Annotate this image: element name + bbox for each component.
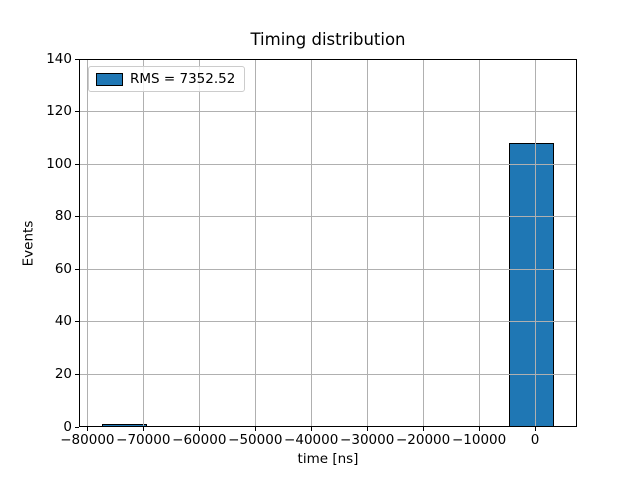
- gridline-horizontal: [79, 426, 577, 427]
- histogram-bar: [509, 143, 555, 427]
- gridline-horizontal: [79, 321, 577, 323]
- y-tick-mark: [75, 426, 79, 428]
- x-tick-label: −40000: [284, 432, 339, 448]
- gridline-horizontal: [79, 216, 577, 218]
- y-tick-label: 60: [54, 260, 72, 277]
- gridline-vertical: [478, 59, 480, 427]
- x-tick-mark: [142, 427, 144, 431]
- x-tick-mark: [86, 427, 88, 431]
- gridline-horizontal: [79, 111, 577, 113]
- y-tick-label: 120: [46, 103, 72, 120]
- legend-label: RMS = 7352.52: [130, 71, 236, 87]
- y-tick-label: 80: [54, 208, 72, 225]
- bars-layer: [79, 59, 577, 427]
- gridline-horizontal: [79, 268, 577, 270]
- y-tick-label: 0: [63, 418, 72, 435]
- y-tick-mark: [75, 58, 79, 60]
- gridline-vertical: [198, 59, 200, 427]
- legend-swatch: [96, 72, 123, 86]
- y-tick-label: 100: [46, 155, 72, 172]
- grid-layer: [79, 59, 577, 427]
- gridline-vertical: [310, 59, 312, 427]
- gridline-vertical: [422, 59, 424, 427]
- x-tick-label: −60000: [172, 432, 227, 448]
- gridline-vertical: [142, 59, 144, 427]
- y-tick-mark: [75, 216, 79, 218]
- legend: RMS = 7352.52: [88, 66, 246, 92]
- y-tick-label: 40: [54, 313, 72, 330]
- y-tick-mark: [75, 111, 79, 113]
- gridline-horizontal: [79, 373, 577, 375]
- x-tick-mark: [366, 427, 368, 431]
- x-tick-label: −30000: [340, 432, 395, 448]
- x-tick-label: −50000: [228, 432, 283, 448]
- chart-title: Timing distribution: [250, 30, 406, 49]
- y-tick-mark: [75, 321, 79, 323]
- plot-area: [79, 59, 577, 427]
- x-tick-mark: [534, 427, 536, 431]
- x-tick-mark: [198, 427, 200, 431]
- x-tick-mark: [310, 427, 312, 431]
- y-tick-mark: [75, 373, 79, 375]
- gridline-vertical: [86, 59, 88, 427]
- x-tick-mark: [422, 427, 424, 431]
- gridline-vertical: [534, 59, 536, 427]
- x-tick-mark: [254, 427, 256, 431]
- gridline-vertical: [254, 59, 256, 427]
- y-tick-label: 140: [46, 50, 72, 67]
- gridline-horizontal: [79, 59, 577, 60]
- gridline-horizontal: [79, 163, 577, 165]
- x-tick-label: −70000: [116, 432, 171, 448]
- x-axis-label: time [ns]: [297, 451, 359, 467]
- x-tick-label: −10000: [451, 432, 507, 448]
- x-tick-label: −80000: [60, 432, 115, 448]
- y-tick-mark: [75, 268, 79, 270]
- x-tick-label: 0: [530, 432, 540, 448]
- y-tick-label: 20: [54, 365, 72, 382]
- gridline-vertical: [366, 59, 368, 427]
- y-tick-mark: [75, 163, 79, 165]
- x-tick-mark: [478, 427, 480, 431]
- x-tick-label: −20000: [395, 432, 451, 448]
